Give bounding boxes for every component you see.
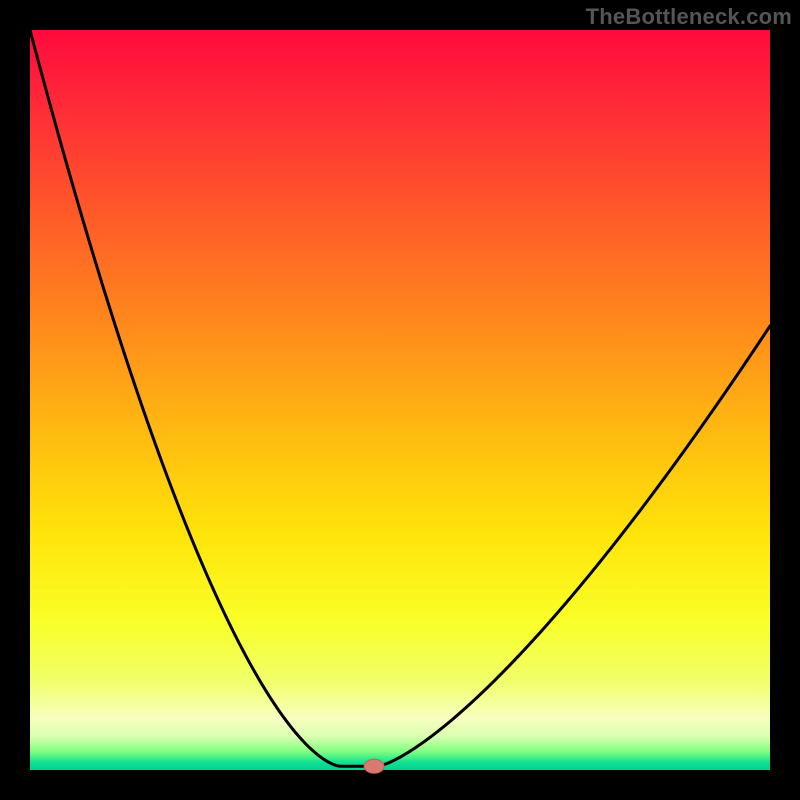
bottleneck-chart (0, 0, 800, 800)
optimal-point-marker (364, 759, 384, 773)
chart-container: TheBottleneck.com (0, 0, 800, 800)
watermark-text: TheBottleneck.com (586, 4, 792, 30)
